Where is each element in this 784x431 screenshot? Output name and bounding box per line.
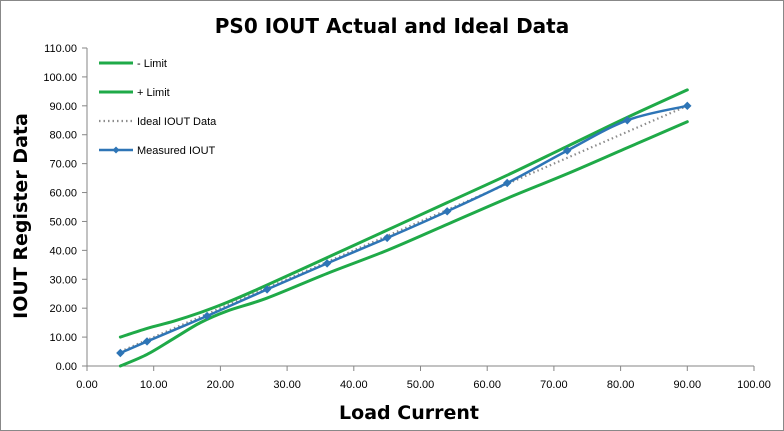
y-tick-label: 10.00 bbox=[49, 332, 77, 344]
legend-label: Measured IOUT bbox=[137, 145, 216, 157]
y-tick-label: 40.00 bbox=[49, 245, 77, 257]
data-point-marker bbox=[382, 233, 392, 243]
data-point-marker bbox=[623, 116, 632, 125]
y-tick-label: 0.00 bbox=[56, 361, 77, 373]
data-point-marker bbox=[563, 146, 572, 155]
y-tick-label: 100.00 bbox=[43, 72, 77, 84]
x-tick-label: 70.00 bbox=[540, 379, 568, 391]
x-tick-label: 0.00 bbox=[76, 379, 97, 391]
data-point-marker bbox=[262, 285, 272, 294]
legend-marker bbox=[112, 146, 120, 154]
data-point-marker bbox=[503, 178, 512, 188]
data-point-marker bbox=[202, 311, 212, 321]
y-tick-label: 20.00 bbox=[49, 303, 77, 315]
x-tick-label: 50.00 bbox=[407, 379, 435, 391]
data-point-marker bbox=[116, 348, 125, 358]
x-tick-label: 30.00 bbox=[273, 379, 301, 391]
x-tick-label: 100.00 bbox=[737, 379, 771, 391]
axes: 0.00 10.00 20.00 30.00 40.00 50.00 60.00 70.00 8… bbox=[43, 43, 770, 391]
legend-label: Ideal IOUT Data bbox=[137, 116, 217, 128]
series-line-limit bbox=[118, 88, 689, 339]
x-tick-label: 60.00 bbox=[473, 379, 501, 391]
plot-series bbox=[116, 88, 692, 368]
data-point-marker bbox=[442, 207, 452, 216]
x-axis-title: Load Current bbox=[339, 402, 479, 424]
y-tick-label: 80.00 bbox=[49, 130, 77, 142]
y-tick-label: 60.00 bbox=[49, 188, 77, 200]
legend-label: + Limit bbox=[137, 87, 170, 99]
legend-label: - Limit bbox=[137, 58, 167, 70]
x-tick-label: 40.00 bbox=[340, 379, 368, 391]
x-tick-label: 80.00 bbox=[607, 379, 635, 391]
y-tick-label: 110.00 bbox=[44, 43, 77, 55]
y-tick-label: 90.00 bbox=[49, 101, 77, 113]
data-point-marker bbox=[322, 259, 332, 268]
y-tick-label: 50.00 bbox=[49, 216, 77, 228]
y-axis-title: IOUT Register Data bbox=[10, 113, 32, 319]
legend: - Limit + Limit Ideal IOUT Data Measured IO… bbox=[99, 58, 217, 157]
data-point-marker bbox=[142, 337, 152, 346]
x-tick-label: 20.00 bbox=[207, 379, 235, 391]
y-tick-label: 30.00 bbox=[49, 274, 77, 286]
series-line-limit bbox=[118, 120, 689, 368]
chart-title: PS0 IOUT Actual and Ideal Data bbox=[215, 14, 569, 38]
data-point-marker bbox=[683, 101, 692, 111]
y-tick-label: 70.00 bbox=[49, 159, 77, 171]
x-tick-label: 90.00 bbox=[674, 379, 702, 391]
x-tick-label: 10.00 bbox=[140, 379, 168, 391]
